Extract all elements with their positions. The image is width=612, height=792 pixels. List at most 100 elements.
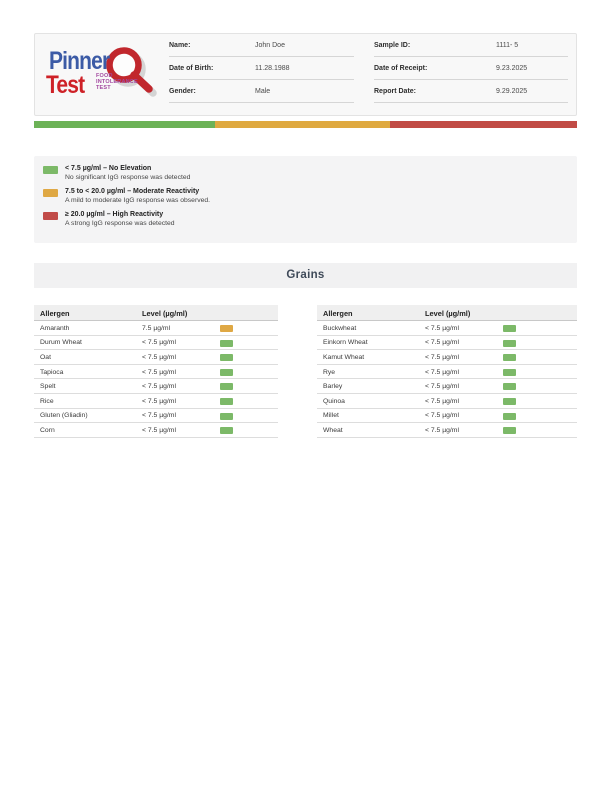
legend-color-swatch: [43, 212, 58, 220]
allergen-name: Einkorn Wheat: [323, 339, 368, 347]
scale-segment-red: [390, 121, 577, 128]
scale-segment-orange: [215, 121, 390, 128]
brand-logo: Pinner Test FOOD INTOLERANCE TEST: [41, 43, 201, 109]
logo-wordmark-pinner: Pinner: [49, 47, 110, 75]
info-row: Name: John Doe: [169, 34, 354, 57]
info-row: Date of Receipt: 9.23.2025: [374, 57, 568, 80]
level-value: 7.5 µg/ml: [142, 324, 171, 332]
allergen-table-right: Allergen Level (µg/ml) Buckwheat < 7.5 µg…: [317, 305, 577, 438]
info-value: 1111- 5: [496, 41, 519, 49]
allergen-name: Millet: [323, 412, 339, 420]
allergen-name: Wheat: [323, 426, 343, 434]
table-row: Millet < 7.5 µg/ml: [317, 409, 577, 424]
info-value: 9.23.2025: [496, 64, 528, 72]
table-row: Rye < 7.5 µg/ml: [317, 365, 577, 380]
info-value: 9.29.2025: [496, 87, 528, 95]
level-value: < 7.5 µg/ml: [425, 383, 459, 391]
info-value: Male: [255, 87, 271, 95]
allergen-table-left: Allergen Level (µg/ml) Amaranth 7.5 µg/ml…: [34, 305, 278, 438]
info-row: Gender: Male: [169, 80, 354, 103]
level-indicator: [220, 339, 233, 347]
allergen-name: Oat: [40, 353, 51, 361]
level-indicator: [220, 383, 233, 391]
section-header-grains: Grains: [34, 263, 577, 288]
legend-desc: A mild to moderate IgG response was obse…: [65, 197, 211, 204]
logo-tagline: FOOD INTOLERANCE TEST: [96, 73, 138, 91]
column-header-level: Level (µg/ml): [425, 309, 471, 318]
level-indicator: [220, 397, 233, 405]
level-value: < 7.5 µg/ml: [142, 368, 176, 376]
legend-text: ≥ 20.0 µg/ml – High Reactivity A strong I…: [65, 210, 175, 228]
table-row: Amaranth 7.5 µg/ml: [34, 321, 278, 336]
info-label: Date of Birth:: [169, 64, 214, 72]
level-indicator: [220, 325, 233, 332]
table-row: Spelt < 7.5 µg/ml: [34, 379, 278, 394]
allergen-name: Rice: [40, 397, 54, 405]
legend-desc: A strong IgG response was detected: [65, 220, 175, 227]
allergen-name: Tapioca: [40, 368, 64, 376]
legend-item: 7.5 to < 20.0 µg/ml – Moderate Reactivit…: [34, 184, 577, 207]
table-row: Oat < 7.5 µg/ml: [34, 350, 278, 365]
info-row: Date of Birth: 11.28.1988: [169, 57, 354, 80]
legend-color-swatch: [43, 189, 58, 197]
logo-tagline-line: TEST: [96, 85, 111, 91]
level-value: < 7.5 µg/ml: [425, 368, 459, 376]
level-value: < 7.5 µg/ml: [142, 339, 176, 347]
level-value: < 7.5 µg/ml: [142, 412, 176, 420]
report-header: Pinner Test FOOD INTOLERANCE TEST Name: J…: [34, 33, 577, 116]
level-indicator: [503, 325, 516, 332]
level-value: < 7.5 µg/ml: [425, 426, 459, 434]
legend-desc: No significant IgG response was detected: [65, 174, 191, 181]
table-row: Gluten (Gliadin) < 7.5 µg/ml: [34, 409, 278, 424]
table-row: Einkorn Wheat < 7.5 µg/ml: [317, 336, 577, 351]
info-label: Report Date:: [374, 87, 417, 95]
level-indicator: [220, 354, 233, 362]
column-header-level: Level (µg/ml): [142, 309, 188, 318]
level-value: < 7.5 µg/ml: [142, 426, 176, 434]
allergen-name: Gluten (Gliadin): [40, 412, 88, 420]
logo-tagline-line: FOOD: [96, 73, 113, 79]
scale-segment-green: [34, 121, 215, 128]
level-indicator: [220, 412, 233, 420]
legend-text: < 7.5 µg/ml – No Elevation No significant…: [65, 164, 190, 182]
table-row: Rice < 7.5 µg/ml: [34, 394, 278, 409]
legend: < 7.5 µg/ml – No Elevation No significant…: [34, 156, 577, 243]
table-row: Wheat < 7.5 µg/ml: [317, 423, 577, 438]
section-title: Grains: [286, 269, 325, 281]
sample-info: Sample ID: 1111- 5 Date of Receipt: 9.23.20…: [374, 34, 568, 103]
column-header-allergen: Allergen: [323, 309, 353, 318]
legend-title: 7.5 to < 20.0 µg/ml – Moderate Reactivit…: [65, 188, 200, 195]
allergen-name: Buckwheat: [323, 324, 357, 332]
allergen-name: Kamut Wheat: [323, 353, 365, 361]
level-value: < 7.5 µg/ml: [425, 353, 459, 361]
magnifier-icon: [106, 47, 157, 97]
allergen-name: Spelt: [40, 383, 56, 391]
allergen-name: Barley: [323, 383, 343, 391]
level-value: < 7.5 µg/ml: [142, 383, 176, 391]
legend-text: 7.5 to < 20.0 µg/ml – Moderate Reactivit…: [65, 187, 210, 205]
info-row: Sample ID: 1111- 5: [374, 34, 568, 57]
table-row: Kamut Wheat < 7.5 µg/ml: [317, 350, 577, 365]
patient-info: Name: John Doe Date of Birth: 11.28.1988 Gen…: [169, 34, 354, 103]
legend-title: ≥ 20.0 µg/ml – High Reactivity: [65, 211, 164, 218]
reactivity-scale-bar: [34, 121, 577, 128]
column-header-allergen: Allergen: [40, 309, 70, 318]
table-header: Allergen Level (µg/ml): [34, 305, 278, 321]
level-indicator: [503, 339, 516, 347]
table-row: Quinoa < 7.5 µg/ml: [317, 394, 577, 409]
allergen-name: Amaranth: [40, 324, 70, 332]
info-row: Report Date: 9.29.2025: [374, 80, 568, 103]
table-header: Allergen Level (µg/ml): [317, 305, 577, 321]
info-value: John Doe: [255, 41, 285, 49]
level-indicator: [503, 368, 516, 376]
info-label: Date of Receipt:: [374, 64, 428, 72]
allergen-name: Quinoa: [323, 397, 345, 405]
level-indicator: [503, 427, 516, 435]
allergen-name: Rye: [323, 368, 336, 376]
level-value: < 7.5 µg/ml: [425, 397, 459, 405]
info-value: 11.28.1988: [255, 64, 290, 72]
level-value: < 7.5 µg/ml: [425, 324, 459, 332]
table-row: Corn < 7.5 µg/ml: [34, 423, 278, 438]
level-value: < 7.5 µg/ml: [142, 353, 176, 361]
